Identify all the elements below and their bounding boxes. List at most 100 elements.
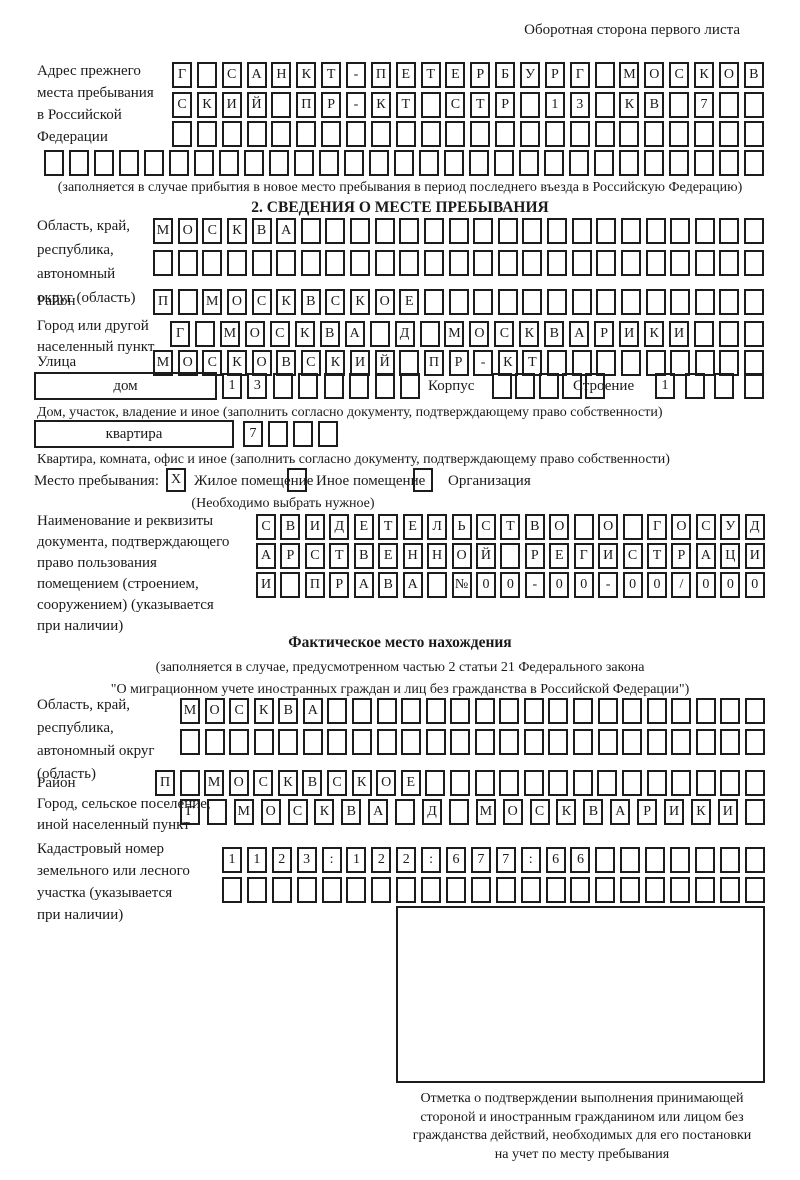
char-cell[interactable] (469, 150, 489, 176)
char-cell[interactable] (684, 373, 705, 399)
char-cell[interactable] (570, 877, 591, 903)
char-cell[interactable] (425, 698, 446, 724)
char-cell[interactable]: Г (180, 799, 200, 825)
char-cell[interactable] (500, 543, 521, 569)
char-cell[interactable] (470, 877, 491, 903)
char-cell[interactable] (619, 121, 640, 147)
char-cell[interactable]: С (172, 92, 192, 118)
char-cell[interactable] (744, 770, 765, 796)
char-cell[interactable] (670, 218, 691, 244)
char-cell[interactable] (246, 877, 267, 903)
char-cell[interactable] (499, 729, 520, 755)
char-cell[interactable] (499, 698, 520, 724)
char-cell[interactable] (718, 92, 739, 118)
char-cell[interactable]: С (695, 514, 716, 540)
char-cell[interactable] (515, 373, 536, 399)
char-cell[interactable]: С (287, 799, 308, 825)
char-cell[interactable]: 0 (744, 572, 765, 598)
char-cell[interactable] (596, 250, 617, 276)
char-cell[interactable]: Р (321, 92, 342, 118)
char-cell[interactable]: 0 (573, 572, 594, 598)
char-cell[interactable] (544, 121, 565, 147)
char-cell[interactable]: 1 (246, 847, 267, 873)
char-cell[interactable]: Т (378, 514, 399, 540)
char-cell[interactable]: С (475, 514, 496, 540)
char-cell[interactable] (719, 218, 740, 244)
char-cell[interactable]: К (325, 350, 346, 376)
char-cell[interactable] (671, 770, 692, 796)
char-cell[interactable] (327, 698, 348, 724)
char-cell[interactable] (499, 770, 520, 796)
char-cell[interactable] (69, 150, 89, 176)
char-cell[interactable] (720, 698, 741, 724)
char-cell[interactable] (495, 877, 516, 903)
char-cell[interactable]: Р (637, 799, 658, 825)
char-cell[interactable]: С (256, 514, 276, 540)
char-cell[interactable] (695, 770, 716, 796)
char-cell[interactable]: Г (170, 321, 190, 347)
char-cell[interactable]: В (280, 514, 301, 540)
char-cell[interactable]: О (451, 543, 472, 569)
char-cell[interactable] (351, 698, 372, 724)
char-cell[interactable]: Р (495, 92, 516, 118)
char-cell[interactable]: В (583, 799, 604, 825)
char-cell[interactable]: М (202, 289, 223, 315)
char-cell[interactable] (695, 729, 716, 755)
char-cell[interactable] (497, 250, 518, 276)
char-cell[interactable]: В (341, 799, 362, 825)
char-cell[interactable]: : (520, 847, 541, 873)
char-cell[interactable] (470, 121, 491, 147)
char-cell[interactable]: А (256, 543, 276, 569)
char-cell[interactable] (620, 350, 641, 376)
char-cell[interactable] (619, 150, 639, 176)
char-cell[interactable] (596, 218, 617, 244)
char-cell[interactable] (694, 250, 715, 276)
char-cell[interactable]: Е (549, 543, 570, 569)
char-cell[interactable] (276, 250, 297, 276)
char-cell[interactable] (585, 373, 605, 399)
char-cell[interactable]: А (353, 572, 374, 598)
char-cell[interactable] (374, 250, 395, 276)
char-cell[interactable] (523, 729, 544, 755)
char-cell[interactable] (670, 847, 691, 873)
char-cell[interactable]: В (353, 543, 374, 569)
char-cell[interactable]: С (622, 543, 643, 569)
char-cell[interactable] (144, 150, 164, 176)
char-cell[interactable]: К (370, 92, 391, 118)
char-cell[interactable] (743, 121, 764, 147)
char-cell[interactable]: К (276, 289, 297, 315)
char-cell[interactable] (646, 729, 667, 755)
char-cell[interactable] (645, 877, 666, 903)
char-cell[interactable] (473, 250, 494, 276)
char-cell[interactable] (271, 121, 292, 147)
char-cell[interactable] (494, 150, 514, 176)
char-cell[interactable] (744, 729, 765, 755)
char-cell[interactable] (670, 877, 691, 903)
char-cell[interactable]: Г (573, 543, 594, 569)
char-cell[interactable]: 1 (222, 373, 242, 399)
char-cell[interactable] (743, 373, 764, 399)
char-cell[interactable] (571, 218, 592, 244)
char-cell[interactable]: : (421, 847, 442, 873)
char-cell[interactable]: Н (271, 62, 292, 88)
char-cell[interactable]: С (327, 770, 348, 796)
char-cell[interactable]: В (378, 572, 399, 598)
char-cell[interactable]: Т (500, 514, 521, 540)
char-cell[interactable] (572, 770, 593, 796)
char-cell[interactable] (300, 218, 321, 244)
char-cell[interactable] (548, 698, 569, 724)
char-cell[interactable] (694, 121, 715, 147)
char-cell[interactable] (744, 150, 764, 176)
char-cell[interactable]: 7 (243, 421, 263, 447)
char-cell[interactable]: А (569, 321, 590, 347)
char-cell[interactable]: Е (400, 770, 421, 796)
char-cell[interactable]: Н (427, 543, 448, 569)
char-cell[interactable]: 2 (271, 847, 292, 873)
char-cell[interactable] (597, 770, 618, 796)
char-cell[interactable]: С (202, 218, 223, 244)
char-cell[interactable] (399, 218, 420, 244)
char-cell[interactable] (321, 121, 342, 147)
char-cell[interactable] (244, 150, 264, 176)
char-cell[interactable]: С (325, 289, 346, 315)
char-cell[interactable] (246, 121, 267, 147)
